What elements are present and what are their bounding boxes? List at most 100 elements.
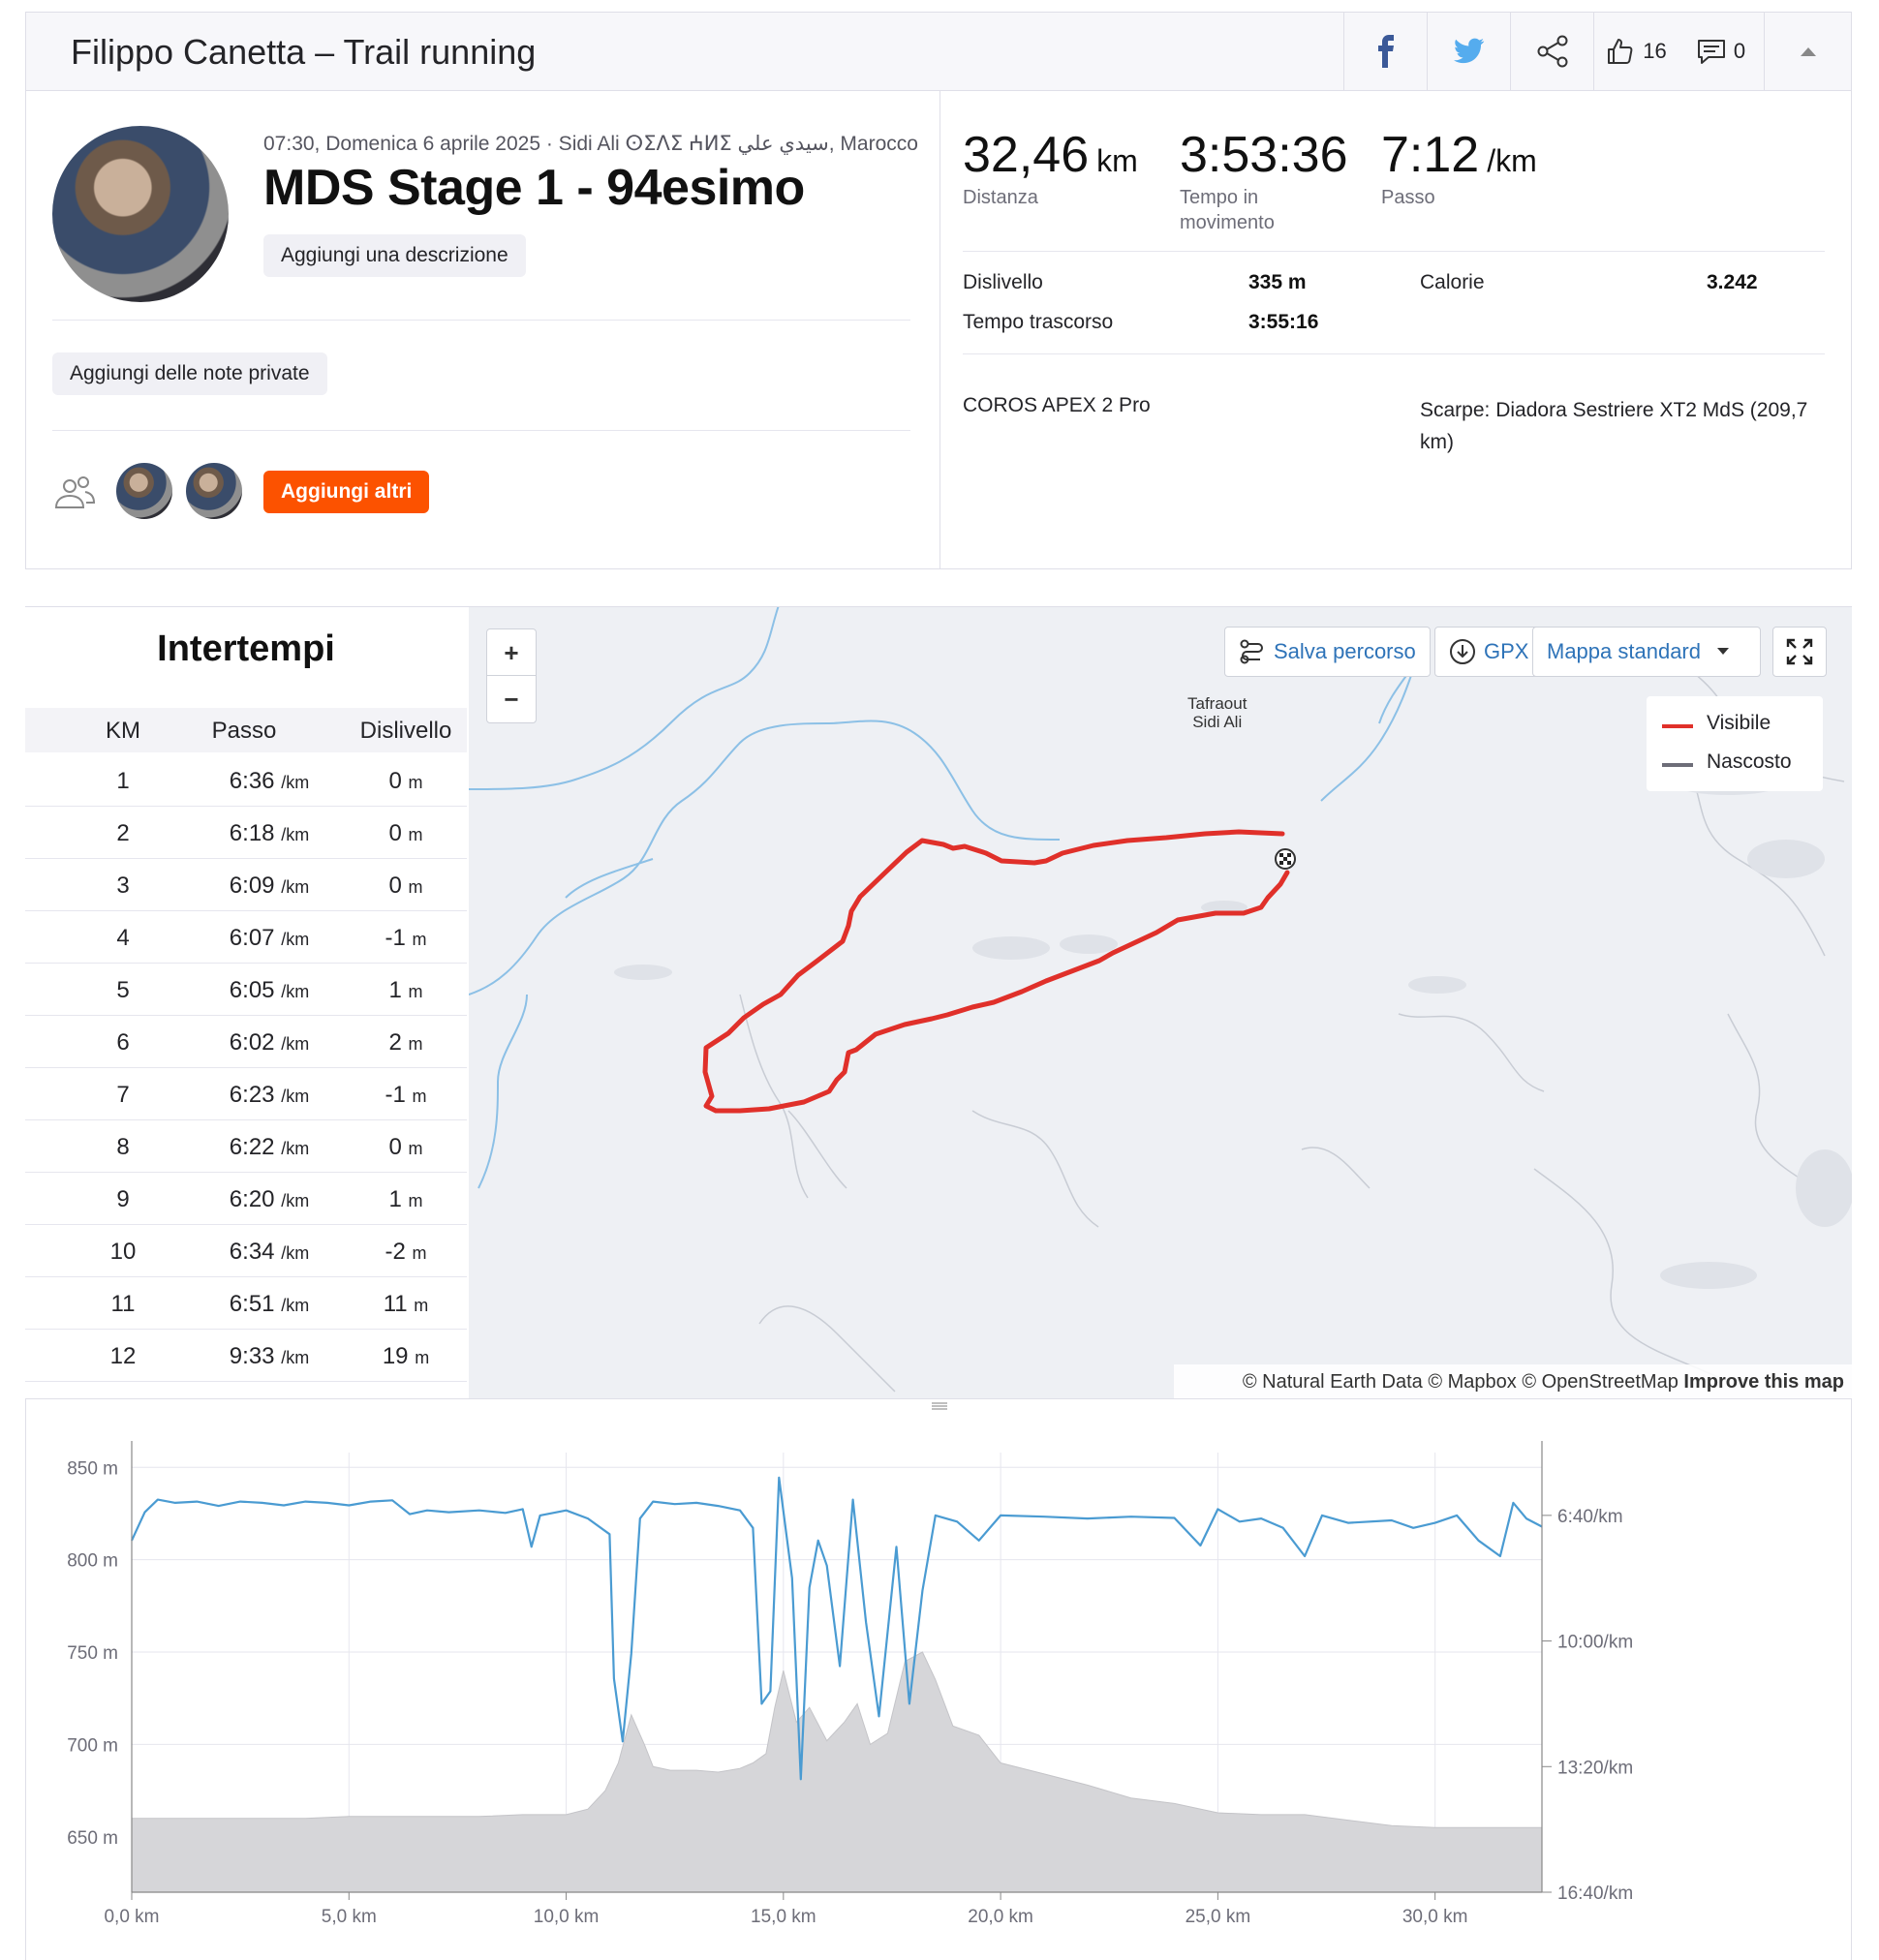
- split-km: 8: [116, 1134, 130, 1160]
- split-elevation: 1 m: [388, 977, 423, 1003]
- comments-count: 0: [1733, 39, 1746, 63]
- resize-handle-icon[interactable]: [930, 1400, 949, 1412]
- comment-icon: [1697, 40, 1725, 64]
- attribution-text[interactable]: © Natural Earth Data © Mapbox © OpenStre…: [1242, 1371, 1679, 1393]
- split-row[interactable]: 12 9:33 /km 19 m: [25, 1330, 467, 1382]
- map-canvas: [469, 607, 1852, 1393]
- split-row[interactable]: 9 6:20 /km 1 m: [25, 1173, 467, 1225]
- fullscreen-button[interactable]: [1772, 627, 1827, 677]
- split-km: 4: [116, 925, 130, 951]
- pace-line-series[interactable]: [131, 1476, 1543, 1781]
- athlete-avatar[interactable]: [52, 126, 229, 302]
- y-left-tick-label: 850 m: [67, 1458, 118, 1479]
- map-legend: Visibile Nascosto: [1647, 696, 1823, 791]
- y-right-tick-label: 13:20/km: [1557, 1758, 1633, 1778]
- split-km: 2: [116, 820, 130, 846]
- x-tick-label: 20,0 km: [968, 1907, 1033, 1927]
- split-row[interactable]: 8 6:22 /km 0 m: [25, 1120, 467, 1173]
- split-pace: 6:22 /km: [229, 1134, 310, 1160]
- split-km: 9: [116, 1186, 130, 1212]
- y-left-tick-label: 650 m: [67, 1828, 118, 1849]
- split-pace: 6:18 /km: [229, 820, 310, 846]
- save-route-button[interactable]: Salva percorso: [1224, 627, 1431, 677]
- facebook-share-button[interactable]: [1343, 13, 1427, 90]
- split-pace: 6:09 /km: [229, 873, 310, 899]
- split-row[interactable]: 5 6:05 /km 1 m: [25, 964, 467, 1016]
- zoom-in-button[interactable]: +: [487, 629, 536, 676]
- kudos-button[interactable]: 16: [1593, 13, 1679, 90]
- legend-hidden-label: Nascosto: [1707, 750, 1792, 773]
- twitter-icon: [1453, 38, 1484, 64]
- improve-map-link[interactable]: Improve this map: [1683, 1371, 1844, 1393]
- add-others-button[interactable]: Aggiungi altri: [263, 471, 430, 513]
- route-icon: [1240, 639, 1263, 664]
- split-row[interactable]: 10 6:34 /km -2 m: [25, 1225, 467, 1277]
- add-private-notes-button[interactable]: Aggiungi delle note private: [52, 352, 327, 395]
- add-description-button[interactable]: Aggiungi una descrizione: [263, 234, 526, 277]
- comments-button[interactable]: 0: [1679, 13, 1764, 90]
- split-pace: 6:02 /km: [229, 1029, 310, 1056]
- y-left-tick-label: 800 m: [67, 1551, 118, 1572]
- share-button[interactable]: [1510, 13, 1593, 90]
- split-row[interactable]: 2 6:18 /km 0 m: [25, 807, 467, 859]
- place-label-tafraout: Tafraout Sidi Ali: [1187, 694, 1248, 731]
- elapsed-time-label: Tempo trascorso: [963, 311, 1114, 333]
- terrain-shading: [614, 768, 1852, 1289]
- moving-time-stat: 3:53:36: [1180, 127, 1348, 183]
- moving-time-label: Tempo in movimento: [1180, 187, 1275, 233]
- gpx-download-button[interactable]: GPX: [1434, 627, 1544, 677]
- splits-panel: Intertempi KM Passo Dislivello 1 6:36 /km…: [25, 606, 469, 1398]
- route-line[interactable]: [702, 829, 1290, 1114]
- legend-swatch-hidden: [1662, 763, 1693, 767]
- split-pace: 9:33 /km: [229, 1343, 310, 1369]
- split-km: 12: [109, 1343, 137, 1369]
- split-elevation: 0 m: [388, 768, 423, 794]
- group-athlete-avatar[interactable]: [186, 463, 242, 519]
- twitter-share-button[interactable]: [1427, 13, 1510, 90]
- elevation-pace-chart[interactable]: 850 m 800 m 750 m 700 m 650 m 6:40/km 10:00/km…: [25, 1414, 1852, 1960]
- y-left-tick-label: 750 m: [67, 1643, 118, 1664]
- activity-header: Filippo Canetta – Trail running 16 0: [25, 12, 1852, 91]
- map-style-dropdown[interactable]: Mappa standard: [1532, 627, 1761, 677]
- split-pace: 6:20 /km: [229, 1186, 310, 1212]
- y-left-tick-label: 700 m: [67, 1735, 118, 1756]
- legend-visible-label: Visibile: [1707, 712, 1771, 734]
- route-map[interactable]: Tafraout Sidi Ali + − Salva percorso GPX …: [469, 606, 1852, 1398]
- elevation-area-series[interactable]: [131, 1651, 1543, 1893]
- split-row[interactable]: 7 6:23 /km -1 m: [25, 1068, 467, 1120]
- split-km: 10: [109, 1239, 137, 1265]
- divider: [52, 430, 910, 431]
- split-row[interactable]: 11 6:51 /km 11 m: [25, 1277, 467, 1330]
- calories-value: 3.242: [1707, 271, 1758, 293]
- split-row[interactable]: 6 6:02 /km 2 m: [25, 1016, 467, 1068]
- x-tick-label: 30,0 km: [1402, 1907, 1468, 1927]
- collapse-header-button[interactable]: [1764, 13, 1851, 90]
- divider: [963, 353, 1825, 354]
- x-tick-label: 0,0 km: [104, 1907, 159, 1927]
- elevation-value: 335 m: [1248, 271, 1307, 293]
- y-right-tick-label: 10:00/km: [1557, 1633, 1633, 1653]
- divider: [963, 251, 1825, 252]
- split-row[interactable]: 4 6:07 /km -1 m: [25, 911, 467, 964]
- calories-label: Calorie: [1420, 271, 1485, 293]
- split-pace: 6:51 /km: [229, 1291, 310, 1317]
- finish-flag-icon: [1275, 848, 1296, 870]
- split-row[interactable]: 3 6:09 /km 0 m: [25, 859, 467, 911]
- shoes-info[interactable]: Scarpe: Diadora Sestriere XT2 MdS (209,7…: [1420, 399, 1808, 453]
- split-row[interactable]: 1 6:36 /km 0 m: [25, 754, 467, 807]
- save-route-label: Salva percorso: [1274, 639, 1416, 663]
- group-athlete-avatar[interactable]: [116, 463, 172, 519]
- zoom-out-button[interactable]: −: [504, 685, 519, 714]
- pace-unit: /km: [1487, 143, 1537, 178]
- column-header-pace: Passo: [211, 718, 277, 744]
- pace-stat: 7:12/km: [1381, 126, 1537, 184]
- activity-name: MDS Stage 1 - 94esimo: [263, 160, 805, 216]
- y-right-tick-label: 16:40/km: [1557, 1883, 1633, 1904]
- split-elevation: 1 m: [388, 1186, 423, 1212]
- distance-unit: km: [1096, 143, 1138, 178]
- split-elevation: 19 m: [382, 1343, 430, 1369]
- splits-title: Intertempi: [157, 628, 335, 669]
- x-tick-label: 15,0 km: [751, 1907, 816, 1927]
- group-athletes-icon: [54, 476, 96, 508]
- x-tick-label: 10,0 km: [534, 1907, 600, 1927]
